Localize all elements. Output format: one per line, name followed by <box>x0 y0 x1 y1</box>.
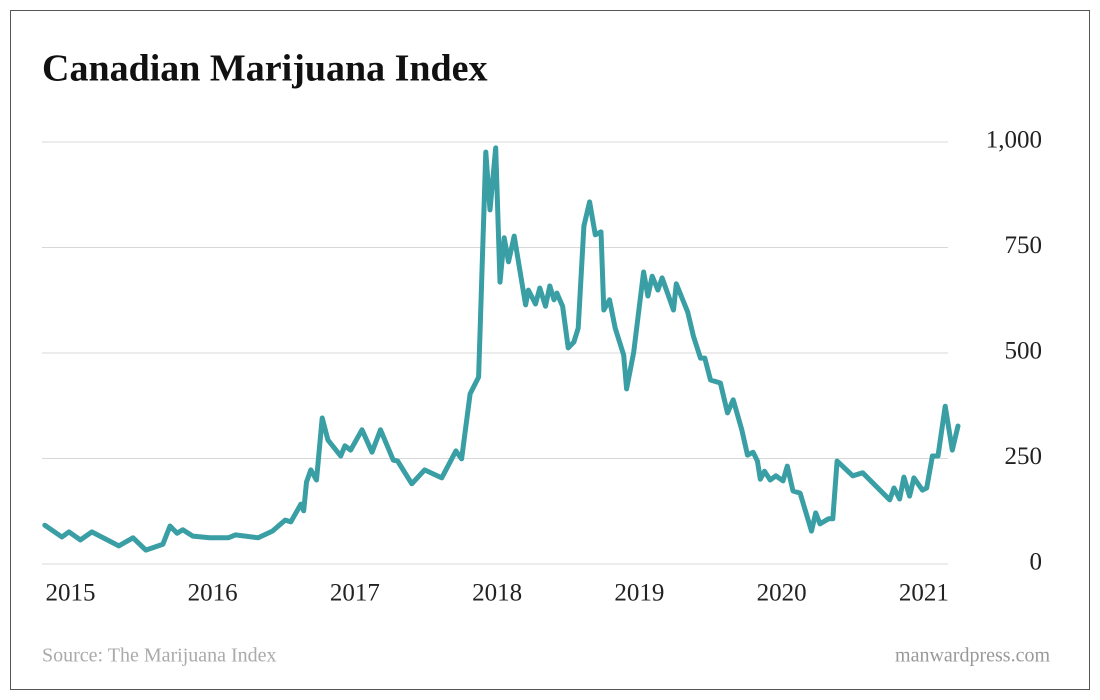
source: Source: The Marijuana Index <box>42 645 277 667</box>
line <box>42 145 961 553</box>
x-tick-label: 2016 <box>188 580 238 607</box>
credit: manwardpress.com <box>895 645 1050 667</box>
x-tick-label: 2021 <box>899 580 949 607</box>
x-tick-label: 2017 <box>330 580 380 607</box>
x-tick-label: 2019 <box>614 580 664 607</box>
x-tick-label: 2018 <box>472 580 522 607</box>
y-tick-label: 0 <box>1030 549 1043 576</box>
x-tick-label: 2015 <box>45 580 95 607</box>
y-tick-label: 250 <box>1005 443 1043 470</box>
frame <box>10 10 1090 690</box>
chart-title: Canadian Marijuana Index <box>42 48 488 90</box>
x-tick-label: 2020 <box>757 580 807 607</box>
y-tick-label: 750 <box>1005 232 1043 259</box>
y-tick-label: 500 <box>1005 338 1043 365</box>
y-tick-label: 1,000 <box>986 127 1042 154</box>
